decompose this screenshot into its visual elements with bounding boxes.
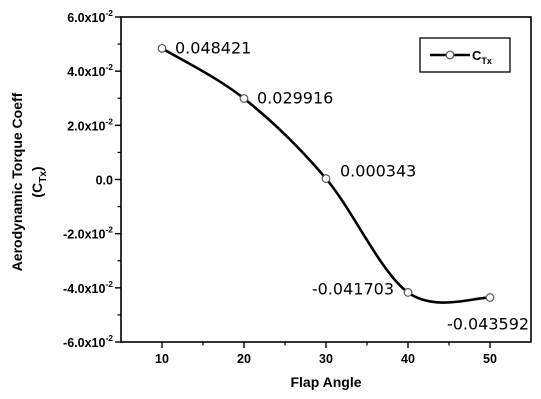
x-tick-label: 30 [319, 352, 333, 366]
data-point-marker [239, 94, 249, 103]
data-value-label: -0.041703 [312, 279, 394, 298]
y-axis-ticks: -6.0x10-2 -4.0x10-2 -2.0x10-2 0.0 2.0x10-2 4.… [63, 8, 121, 350]
y-axis-title-subscript: Tx [38, 171, 49, 183]
y-axis-title: Aerodynamic Torque Coeff [9, 92, 25, 271]
y-tick-label: -4.0x10-2 [63, 279, 113, 296]
legend-label-sub: Tx [481, 56, 492, 66]
data-point-marker [403, 288, 413, 297]
legend-label-main: C [472, 48, 482, 63]
data-value-label: -0.043592 [447, 315, 529, 334]
data-point-marker [321, 174, 331, 183]
data-labels: 0.048421 0.029916 0.000343 -0.041703 -0.0435… [175, 38, 529, 333]
x-axis-title: Flap Angle [290, 374, 361, 390]
legend-marker-sample [445, 50, 455, 60]
data-value-label: 0.048421 [175, 38, 251, 57]
y-axis-title-paren-close: ) [29, 166, 45, 171]
x-tick-label: 10 [155, 352, 169, 366]
y-axis-title-symbol: (CTx) [29, 166, 49, 197]
x-tick-label: 50 [483, 352, 497, 366]
y-axis-title-paren-open: (C [29, 183, 45, 198]
y-tick-label: 6.0x10-2 [67, 8, 113, 25]
y-tick-label: 4.0x10-2 [67, 62, 113, 79]
data-value-label: 0.000343 [340, 162, 416, 181]
y-axis-title-line1: Aerodynamic Torque Coeff [9, 92, 25, 271]
y-tick-label: -2.0x10-2 [63, 225, 113, 242]
svg-text:CTx: CTx [472, 48, 492, 66]
data-point-marker [485, 293, 495, 302]
y-tick-label: 0.0 [96, 174, 113, 188]
data-point-marker [157, 43, 167, 53]
data-value-label: 0.029916 [257, 88, 333, 107]
x-tick-label: 20 [237, 352, 251, 366]
legend: CTx [419, 37, 511, 73]
svg-text:(CTx): (CTx) [29, 166, 49, 197]
y-tick-label: -6.0x10-2 [63, 333, 113, 350]
series-markers [157, 43, 495, 302]
y-tick-label: 2.0x10-2 [67, 116, 113, 133]
x-tick-label: 40 [401, 352, 415, 366]
x-axis-ticks: 10 20 30 40 50 [155, 342, 497, 366]
